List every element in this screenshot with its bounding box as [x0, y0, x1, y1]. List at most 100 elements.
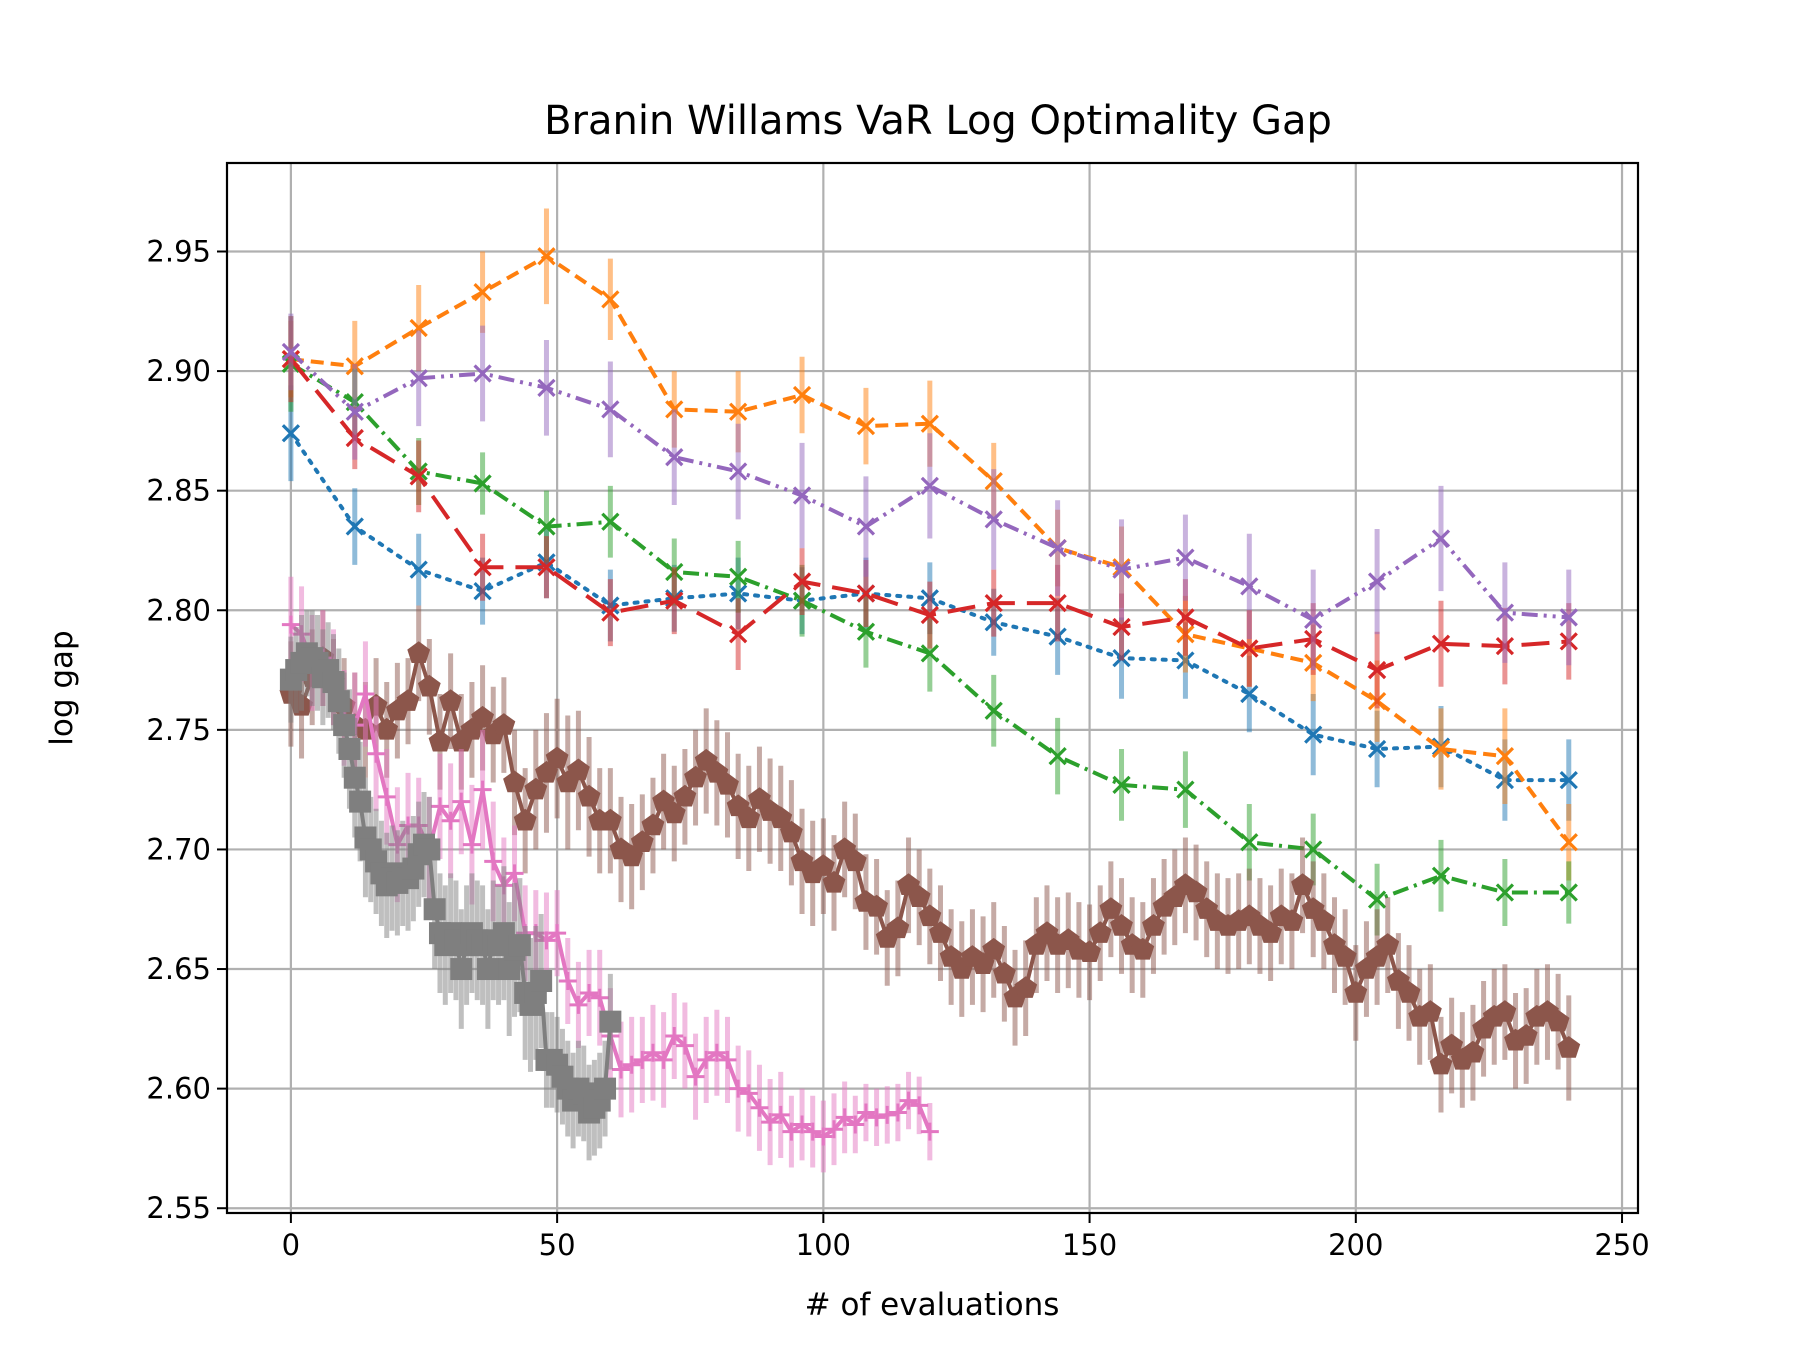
data-point: [409, 467, 428, 486]
data-point: [1557, 1036, 1581, 1058]
data-point: [322, 671, 345, 694]
data-point: [1367, 890, 1387, 909]
data-point: [1304, 610, 1323, 629]
data-point: [1176, 548, 1195, 567]
y-tick-label: 2.65: [146, 952, 211, 986]
data-point: [508, 934, 531, 957]
data-point: [918, 904, 942, 927]
data-point: [920, 644, 939, 663]
data-point: [505, 864, 524, 883]
data-point: [375, 717, 399, 740]
data-point: [1110, 914, 1133, 936]
data-point: [780, 820, 803, 843]
x-tick-label: 200: [1328, 1228, 1383, 1262]
data-point: [1546, 1009, 1570, 1032]
data-point: [1240, 833, 1259, 852]
data-point: [793, 1115, 812, 1134]
data-point: [1259, 921, 1282, 943]
chart-title: Branin Willams VaR Log Optimality Gap: [544, 98, 1332, 144]
data-point: [428, 729, 452, 752]
data-point: [471, 705, 494, 728]
data-point: [513, 808, 537, 831]
data-point: [1431, 866, 1451, 885]
x-tick-label: 50: [539, 1228, 576, 1262]
data-point: [1431, 739, 1451, 759]
data-point: [580, 983, 599, 1002]
data-point: [899, 1091, 918, 1110]
data-point: [537, 558, 556, 577]
data-point: [1367, 572, 1387, 591]
data-point: [473, 364, 492, 383]
data-point: [1184, 880, 1208, 903]
data-point: [601, 290, 620, 309]
series-5: [279, 605, 1581, 1113]
x-tick-label: 100: [796, 1228, 851, 1262]
data-point: [1495, 603, 1515, 622]
data-point: [1431, 529, 1451, 548]
data-point: [1280, 909, 1304, 931]
data-point: [1431, 634, 1451, 653]
data-point: [729, 1079, 748, 1098]
data-point: [867, 1108, 886, 1127]
data-point: [537, 517, 556, 536]
data-point: [450, 958, 473, 981]
data-point: [1367, 660, 1387, 680]
data-point: [612, 1060, 631, 1079]
data-point: [476, 958, 499, 981]
data-point: [418, 838, 441, 861]
data-point: [1176, 780, 1195, 799]
data-point: [920, 1122, 939, 1141]
data-point: [567, 758, 590, 781]
data-point: [686, 1067, 705, 1086]
data-point: [473, 780, 492, 799]
data-point: [1559, 608, 1578, 627]
data-point: [1131, 937, 1155, 960]
data-point: [856, 622, 876, 641]
series-line: [290, 254, 1571, 844]
data-point: [782, 1122, 801, 1141]
data-point: [1078, 940, 1101, 962]
data-point: [590, 988, 609, 1007]
data-point: [633, 1050, 652, 1069]
data-point: [409, 560, 428, 579]
data-point: [982, 937, 1006, 960]
data-point: [803, 1122, 822, 1141]
data-point: [1495, 747, 1515, 766]
data-point: [423, 898, 446, 921]
data-point: [1559, 833, 1578, 852]
data-point: [769, 806, 793, 829]
data-point: [498, 958, 521, 981]
y-tick-label: 2.85: [146, 474, 211, 508]
data-point: [327, 690, 350, 713]
data-point: [865, 894, 888, 917]
data-point: [345, 517, 364, 536]
data-point: [886, 916, 910, 939]
data-point: [1014, 976, 1038, 998]
data-point: [599, 1010, 622, 1033]
data-point: [1376, 933, 1400, 955]
data-point: [630, 830, 654, 852]
data-point: [1461, 1040, 1485, 1063]
data-point: [920, 605, 939, 625]
data-point: [343, 766, 366, 789]
data-point: [530, 969, 553, 992]
data-point: [654, 1050, 673, 1069]
data-point: [673, 784, 697, 807]
y-axis: 2.55 2.60 2.65 2.70 2.75 2.80 2.85 2.90 2.95: [146, 234, 227, 1225]
data-point: [281, 424, 301, 443]
data-point: [920, 414, 939, 433]
data-point: [729, 567, 748, 586]
data-point: [1291, 873, 1314, 895]
plot-area: [225, 161, 1640, 1215]
data-point: [1112, 775, 1131, 794]
data-point: [1088, 921, 1112, 943]
data-point: [984, 510, 1003, 529]
data-point: [984, 701, 1003, 720]
y-axis-label: log gap: [44, 630, 80, 745]
series-line: [289, 350, 1569, 622]
data-point: [462, 835, 481, 854]
data-point: [1493, 1000, 1517, 1022]
data-point: [1397, 981, 1421, 1003]
data-point: [601, 400, 620, 419]
